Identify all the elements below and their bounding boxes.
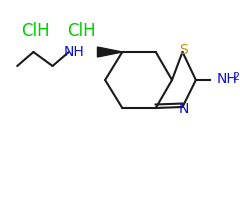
Text: 2: 2 <box>232 72 239 82</box>
Polygon shape <box>97 47 122 57</box>
Text: ClH: ClH <box>21 22 50 40</box>
Text: NH: NH <box>217 72 238 86</box>
Text: S: S <box>179 43 188 57</box>
Text: ClH: ClH <box>67 22 96 40</box>
Text: N: N <box>178 102 189 116</box>
Text: NH: NH <box>63 45 84 59</box>
